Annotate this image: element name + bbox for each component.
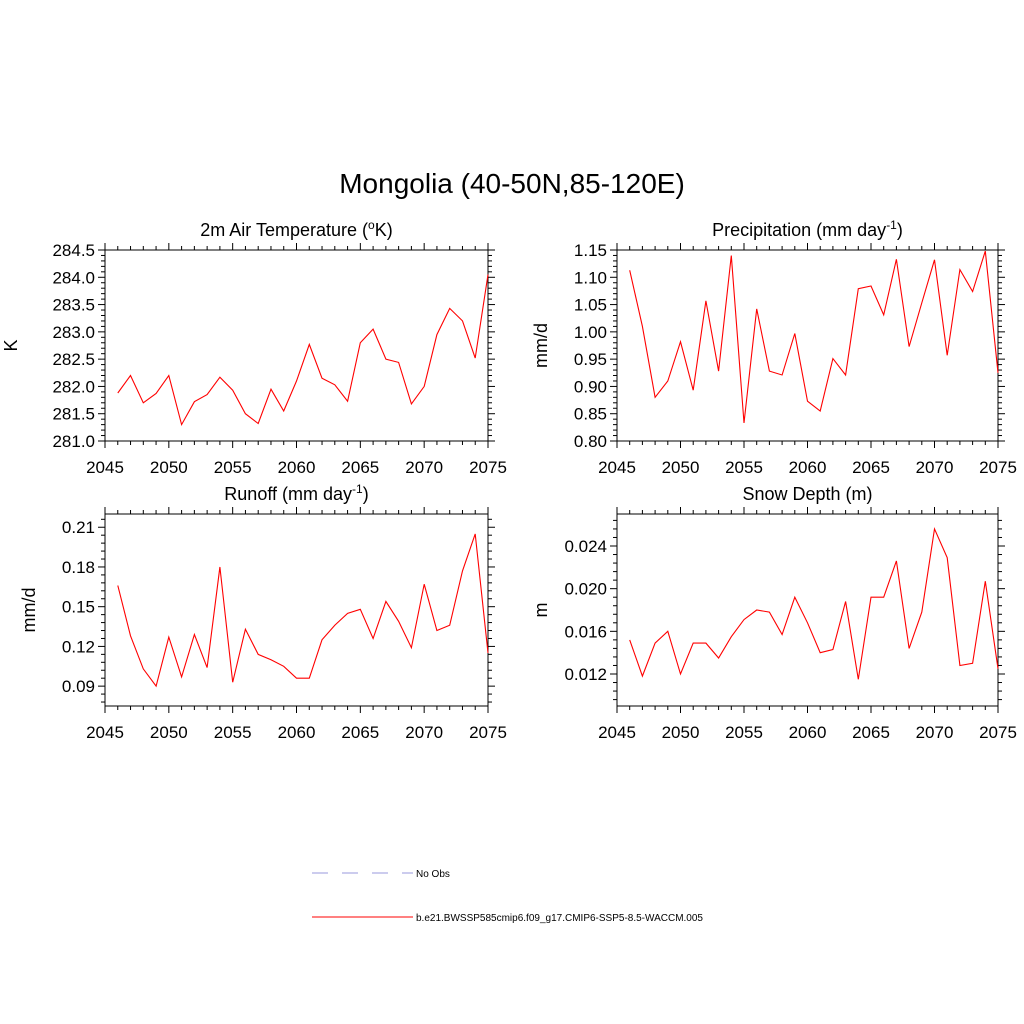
x-tick-label: 2055 <box>725 458 763 477</box>
panel-title: Precipitation (mm day-1) <box>712 218 903 240</box>
chart-panel-2: 2045 2050 2055 2060 2065 2070 2075 0.80 0.85 0.90… <box>531 218 1017 477</box>
x-tick-label: 2065 <box>852 458 890 477</box>
y-tick-label: 0.020 <box>564 580 607 599</box>
x-tick-label: 2050 <box>662 723 700 742</box>
y-axis-label: K <box>1 339 21 351</box>
x-tick-label: 2045 <box>598 458 636 477</box>
x-tick-label: 2065 <box>341 723 379 742</box>
x-tick-label: 2070 <box>916 458 954 477</box>
y-tick-label: 0.21 <box>62 518 95 537</box>
y-tick-label: 0.012 <box>564 665 607 684</box>
plot-frame <box>616 249 999 442</box>
plot-frame <box>104 249 489 442</box>
x-tick-label: 2075 <box>469 723 507 742</box>
x-tick-label: 2055 <box>725 723 763 742</box>
page-title: Mongolia (40-50N,85-120E) <box>339 168 685 199</box>
series-line <box>117 274 489 427</box>
x-tick-label: 2060 <box>278 723 316 742</box>
plot-frame <box>104 513 489 707</box>
y-tick-label: 0.85 <box>574 405 607 424</box>
y-tick-label: 0.016 <box>564 622 607 641</box>
y-tick-label: 1.10 <box>574 268 607 287</box>
panel-title: 2m Air Temperature (oK) <box>200 218 392 240</box>
legend: No Obs b.e21.BWSSP585cmip6.f09_g17.CMIP6-… <box>312 869 703 924</box>
y-axis-label: mm/d <box>531 323 551 368</box>
x-tick-label: 2060 <box>789 723 827 742</box>
x-tick-label: 2050 <box>150 723 188 742</box>
y-tick-label: 0.90 <box>574 377 607 396</box>
x-tick-label: 2045 <box>598 723 636 742</box>
x-tick-label: 2070 <box>405 458 443 477</box>
x-tick-label: 2075 <box>979 458 1017 477</box>
panel-title: Snow Depth (m) <box>742 484 872 504</box>
series-line <box>629 250 999 424</box>
y-tick-label: 0.15 <box>62 598 95 617</box>
x-tick-label: 2065 <box>341 458 379 477</box>
series-line <box>629 526 999 680</box>
x-tick-label: 2070 <box>916 723 954 742</box>
y-tick-label: 0.80 <box>574 432 607 451</box>
x-tick-label: 2075 <box>979 723 1017 742</box>
x-tick-label: 2045 <box>86 458 124 477</box>
x-tick-label: 2070 <box>405 723 443 742</box>
y-tick-label: 1.00 <box>574 323 607 342</box>
y-tick-label: 0.024 <box>564 537 607 556</box>
chart-panel-1: 2045 2050 2055 2060 2065 2070 2075 281.0 281.5 28… <box>1 218 507 477</box>
y-tick-label: 284.0 <box>52 268 95 287</box>
y-axis-label: m <box>531 603 551 618</box>
y-tick-label: 0.09 <box>62 677 95 696</box>
y-axis-label: mm/d <box>19 588 39 633</box>
y-tick-label: 281.5 <box>52 405 95 424</box>
x-tick-label: 2050 <box>150 458 188 477</box>
x-tick-label: 2075 <box>469 458 507 477</box>
y-tick-label: 283.5 <box>52 296 95 315</box>
y-tick-label: 283.0 <box>52 323 95 342</box>
y-tick-label: 281.0 <box>52 432 95 451</box>
x-tick-label: 2055 <box>214 458 252 477</box>
y-tick-label: 1.05 <box>574 296 607 315</box>
x-tick-label: 2060 <box>789 458 827 477</box>
y-tick-label: 0.95 <box>574 350 607 369</box>
x-tick-label: 2060 <box>278 458 316 477</box>
legend-label: b.e21.BWSSP585cmip6.f09_g17.CMIP6-SSP5-8… <box>416 913 703 924</box>
y-tick-label: 1.15 <box>574 241 607 260</box>
series-line <box>117 533 489 688</box>
y-tick-label: 282.5 <box>52 350 95 369</box>
y-tick-label: 282.0 <box>52 377 95 396</box>
legend-label: No Obs <box>416 869 450 880</box>
panel-title: Runoff (mm day-1) <box>224 482 368 504</box>
chart-panel-4: 2045 2050 2055 2060 2065 2070 2075 0.012 0.016 0.… <box>531 484 1017 742</box>
y-tick-label: 0.12 <box>62 637 95 656</box>
x-tick-label: 2050 <box>662 458 700 477</box>
x-tick-label: 2045 <box>86 723 124 742</box>
y-tick-label: 284.5 <box>52 241 95 260</box>
chart-panel-3: 2045 2050 2055 2060 2065 2070 2075 0.09 0.12 0.15… <box>19 482 507 742</box>
x-tick-label: 2065 <box>852 723 890 742</box>
x-tick-label: 2055 <box>214 723 252 742</box>
y-tick-label: 0.18 <box>62 558 95 577</box>
